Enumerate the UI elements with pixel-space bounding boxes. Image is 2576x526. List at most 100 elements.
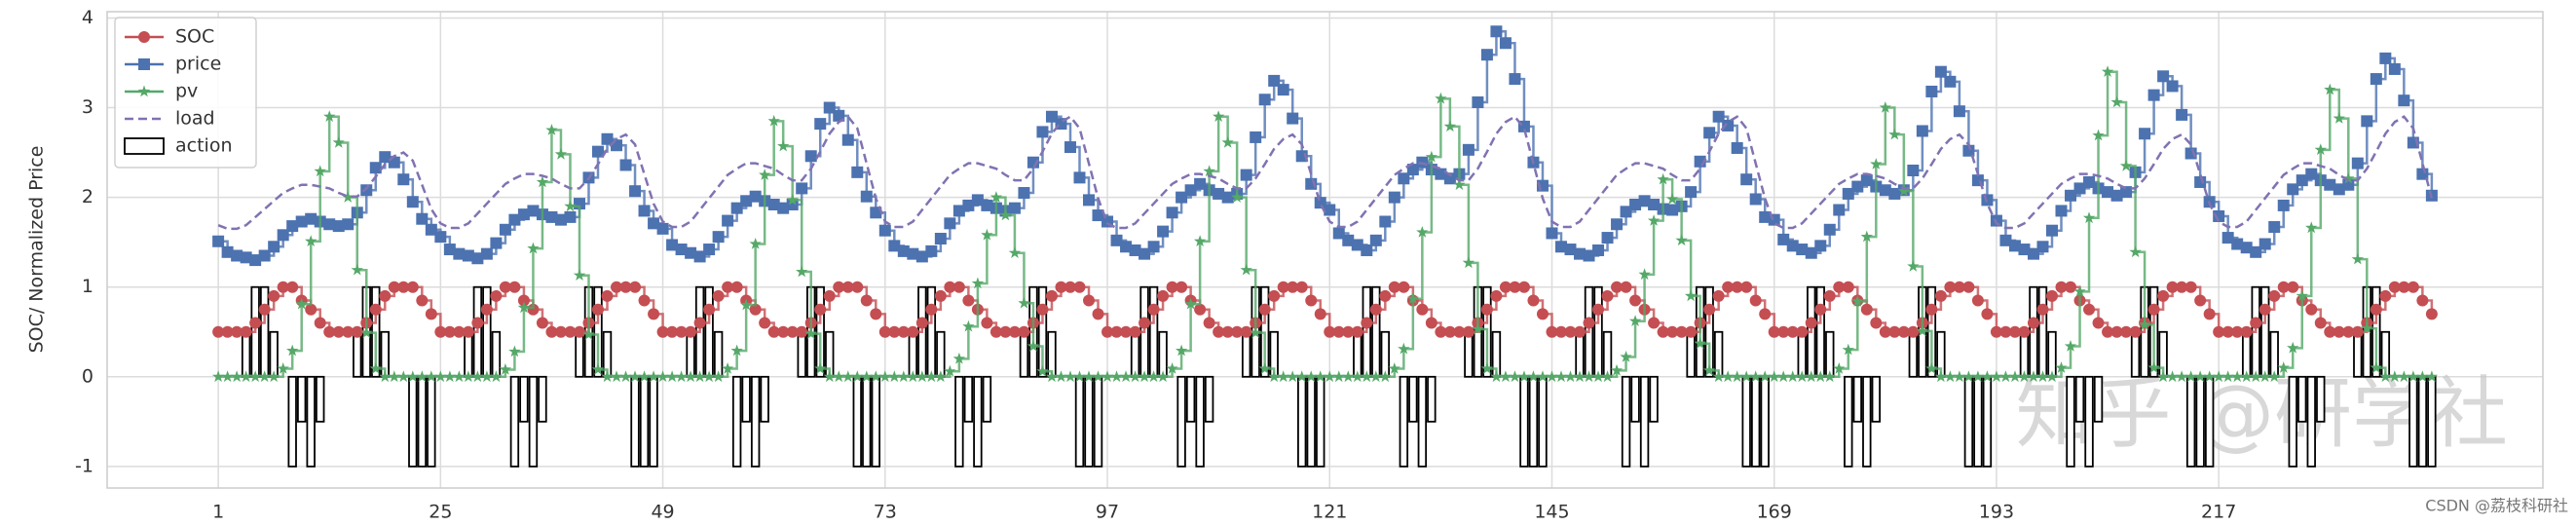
action-bar <box>1797 330 1807 378</box>
marker <box>1786 240 1799 252</box>
marker <box>2250 245 2262 258</box>
marker <box>1490 289 1503 302</box>
marker <box>712 370 725 383</box>
marker <box>425 370 437 383</box>
action-bar <box>2408 375 2418 468</box>
marker <box>323 325 336 338</box>
marker <box>722 362 734 374</box>
marker <box>666 239 679 251</box>
marker <box>952 281 965 293</box>
marker <box>823 101 836 114</box>
marker <box>1332 370 1345 383</box>
marker <box>1833 204 1846 216</box>
action-bar <box>973 375 983 468</box>
marker <box>1472 322 1484 335</box>
marker <box>1666 204 1679 216</box>
x-tick-label: 97 <box>1096 502 1119 523</box>
marker <box>2139 128 2151 140</box>
marker <box>786 325 799 338</box>
action-bar <box>1528 375 1539 468</box>
action-bar <box>2019 330 2030 378</box>
marker <box>2073 284 2086 297</box>
marker <box>648 308 660 320</box>
marker <box>796 325 808 338</box>
action-bar <box>509 375 520 468</box>
marker <box>1684 289 1698 302</box>
marker <box>2045 289 2058 302</box>
marker <box>1527 370 1540 383</box>
y-axis-label: SOC/ Normalized Price <box>26 146 48 354</box>
action-bar <box>1815 285 1825 378</box>
marker <box>814 362 827 374</box>
marker <box>2351 325 2364 338</box>
marker <box>1546 325 1558 338</box>
x-tick-label: 49 <box>651 502 674 523</box>
marker <box>2268 289 2281 302</box>
marker <box>1870 158 1883 169</box>
marker <box>462 370 475 383</box>
marker <box>841 281 854 293</box>
marker <box>1073 281 1086 293</box>
marker <box>2221 370 2234 383</box>
marker <box>1833 281 1846 293</box>
marker <box>610 370 623 383</box>
marker <box>1962 281 1975 293</box>
marker <box>480 303 493 316</box>
action-bar <box>1019 330 1029 378</box>
marker <box>1953 281 1965 293</box>
marker <box>1509 370 1521 383</box>
marker <box>1398 342 1410 355</box>
marker <box>258 249 271 262</box>
marker <box>1536 370 1549 383</box>
marker <box>1703 303 1716 316</box>
marker <box>1842 187 1854 200</box>
action-bar <box>1353 330 1363 378</box>
marker <box>508 213 521 226</box>
marker <box>1435 325 1447 338</box>
marker <box>490 289 503 302</box>
marker <box>490 370 503 383</box>
action-bar <box>731 375 742 468</box>
marker <box>2296 174 2308 187</box>
marker <box>1240 325 1252 338</box>
marker <box>1462 256 1475 269</box>
marker <box>2388 281 2401 293</box>
marker <box>934 370 947 383</box>
marker <box>656 370 669 383</box>
action-bar <box>1464 330 1474 378</box>
action-bar <box>1427 375 1437 423</box>
marker <box>323 218 336 231</box>
marker <box>221 325 234 338</box>
marker <box>1768 370 1780 383</box>
marker <box>1833 362 1846 374</box>
marker <box>814 118 827 131</box>
action-bar <box>296 375 307 423</box>
marker <box>999 208 1012 221</box>
marker <box>1591 370 1605 383</box>
marker <box>1110 370 1123 383</box>
marker <box>1879 184 1891 197</box>
action-bar <box>1130 330 1140 378</box>
marker <box>2184 147 2197 160</box>
action-bar <box>241 330 251 378</box>
marker <box>1638 268 1651 281</box>
marker <box>1453 325 1466 338</box>
action-bar <box>408 375 418 468</box>
marker <box>268 289 280 302</box>
marker <box>1971 294 1984 307</box>
action-bar <box>1750 375 1761 468</box>
marker <box>471 370 484 383</box>
marker <box>2166 370 2179 383</box>
action-bar <box>852 375 862 468</box>
marker <box>685 325 697 338</box>
marker <box>1611 281 1624 293</box>
marker <box>2370 303 2382 316</box>
marker <box>2073 182 2086 195</box>
marker <box>1546 227 1558 240</box>
x-tick-label: 193 <box>1979 502 2014 523</box>
marker <box>1860 174 1873 187</box>
marker <box>1981 370 1994 383</box>
marker <box>1156 370 1170 383</box>
marker <box>2147 361 2160 373</box>
marker <box>1805 317 1817 329</box>
